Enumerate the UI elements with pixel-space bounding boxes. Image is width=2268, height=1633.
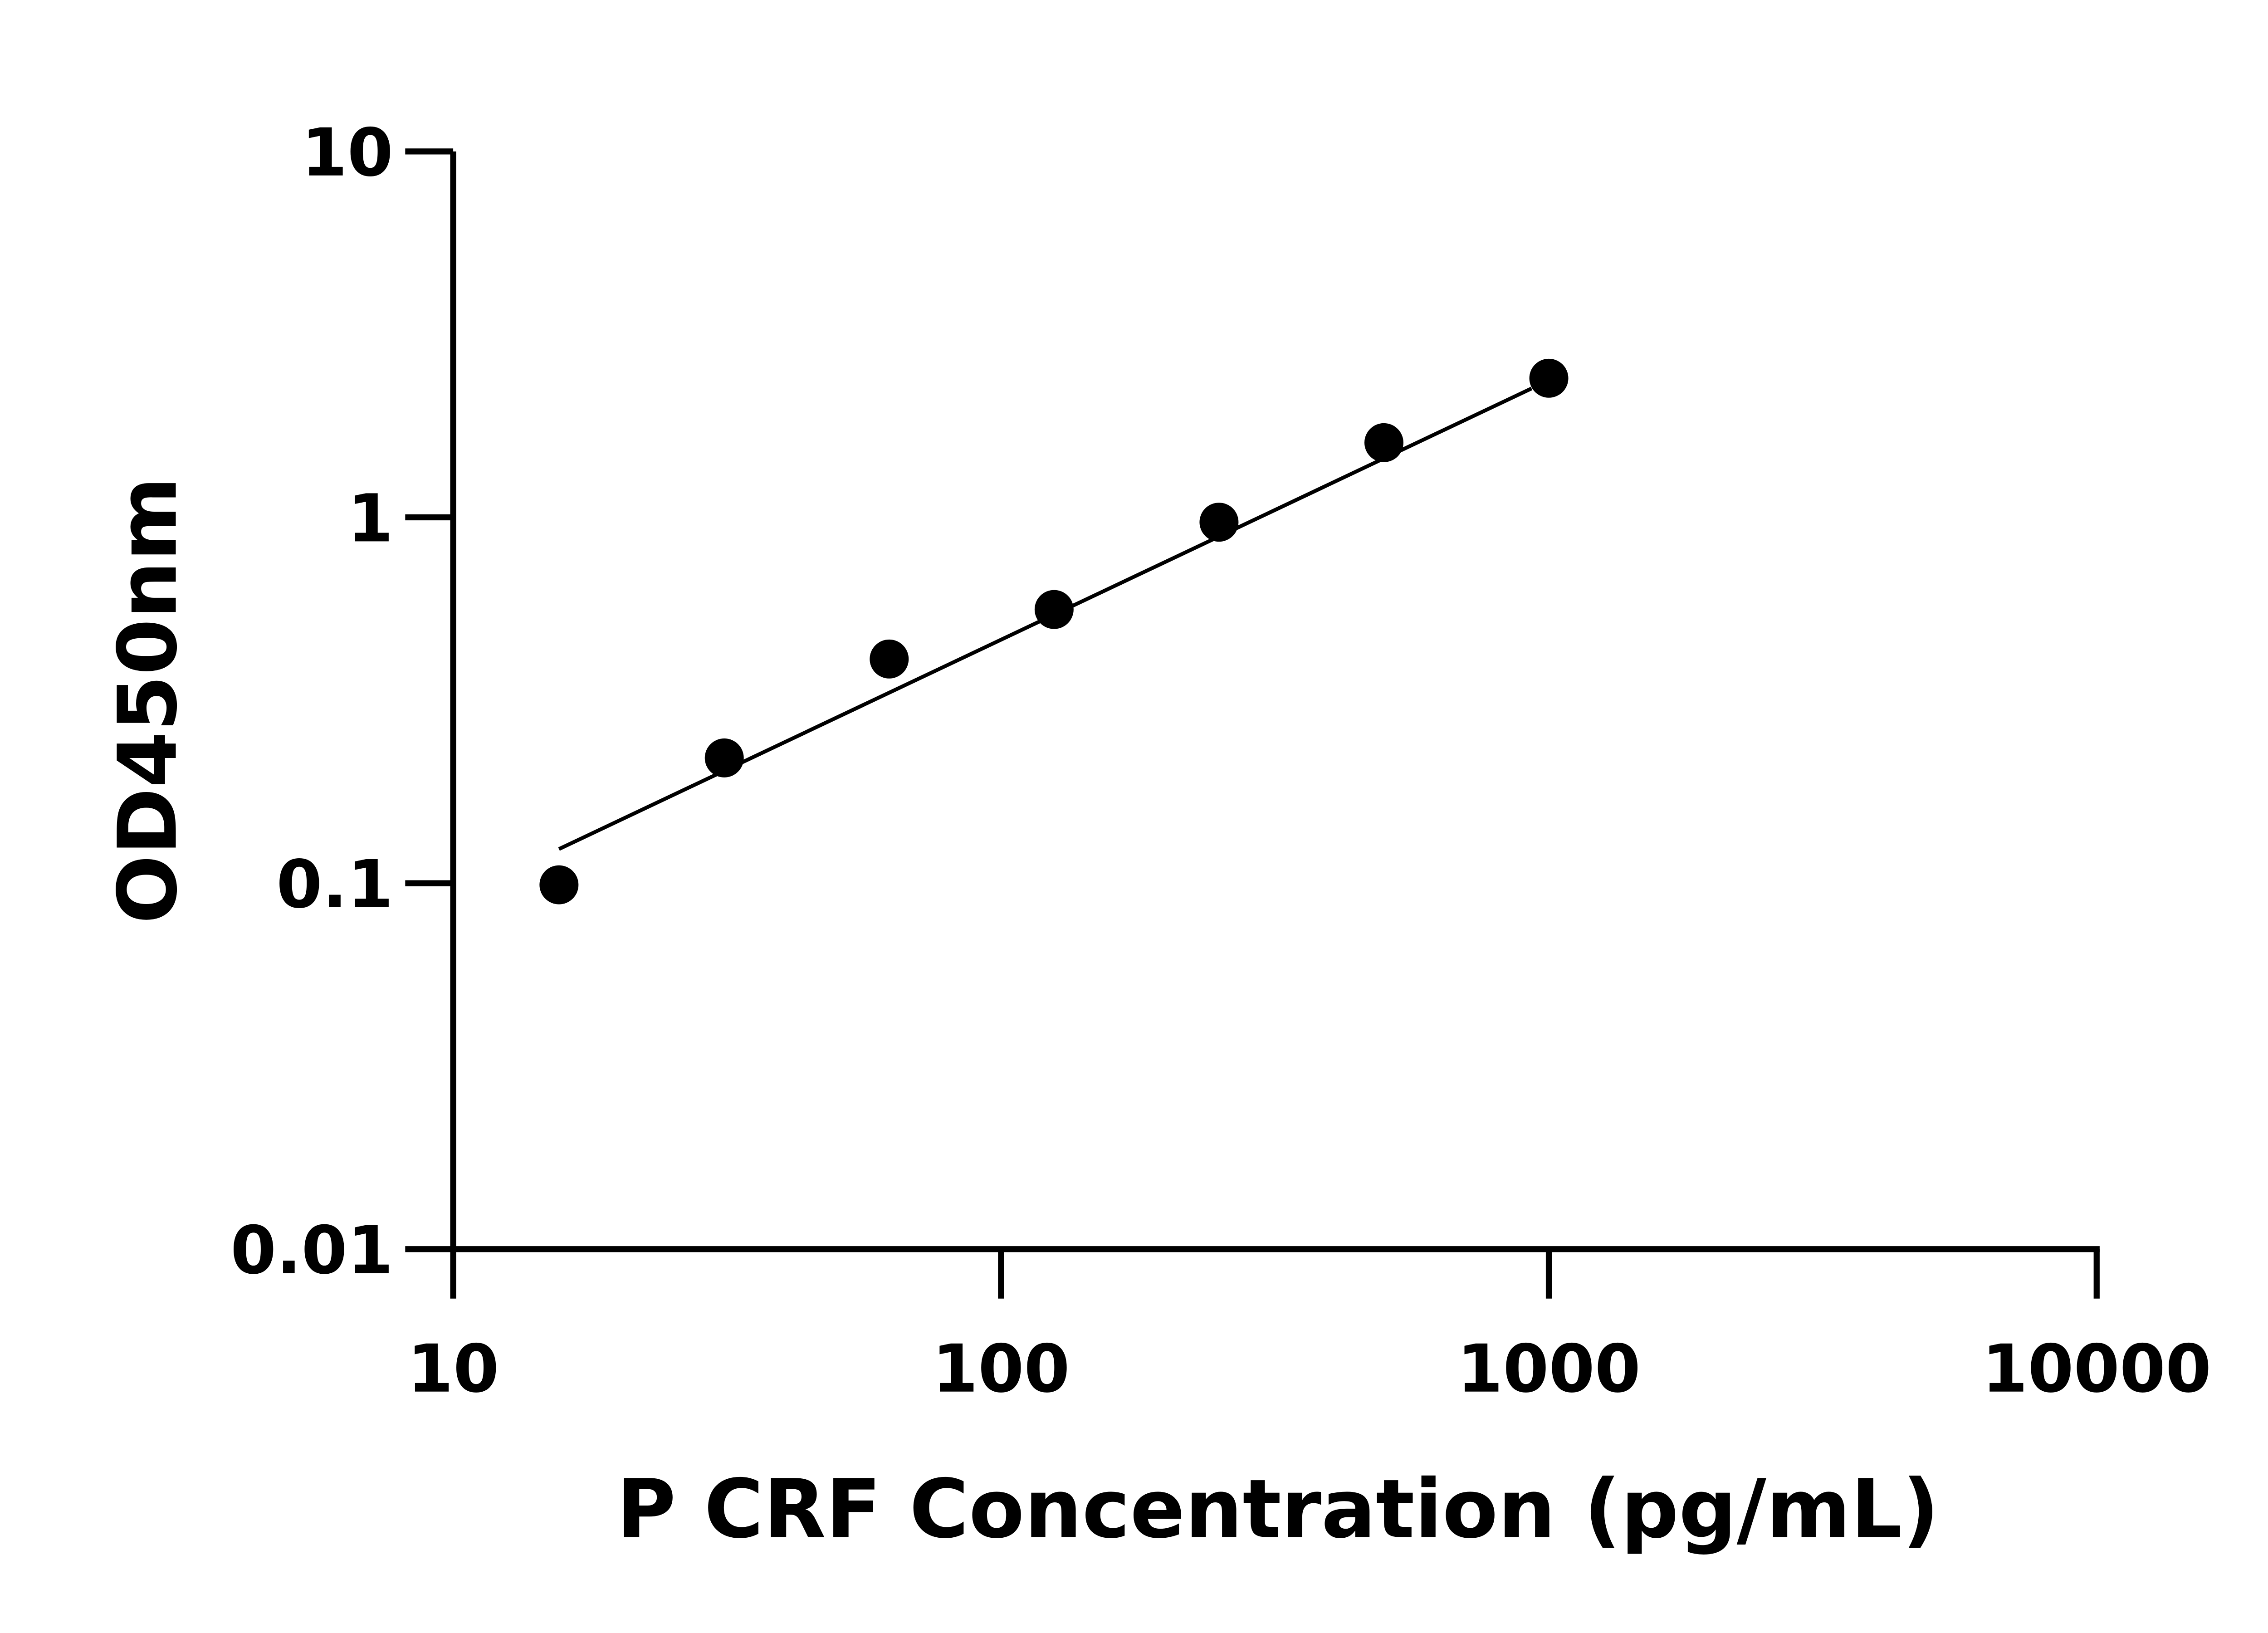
axes (450, 151, 2100, 1252)
data-point (1529, 358, 1569, 398)
x-tick-label: 1000 (1457, 1331, 1641, 1408)
x-tick-label: 100 (932, 1331, 1070, 1408)
x-tick-label: 10 (407, 1331, 499, 1408)
y-tick-label: 1 (347, 480, 393, 557)
y-axis-label: OD450nm (101, 477, 196, 924)
y-tick-label: 0.1 (276, 846, 393, 923)
data-point (1034, 590, 1074, 629)
y-tick-label: 10 (301, 115, 393, 191)
data-point (870, 639, 909, 679)
y-tick-label: 0.01 (230, 1213, 393, 1289)
data-point (1364, 423, 1403, 462)
x-tick-label: 10000 (1982, 1331, 2211, 1408)
x-axis-label: P CRF Concentration (pg/mL) (616, 1462, 1939, 1556)
data-point (1199, 503, 1239, 542)
data-point (539, 865, 579, 905)
data-point (704, 738, 744, 777)
